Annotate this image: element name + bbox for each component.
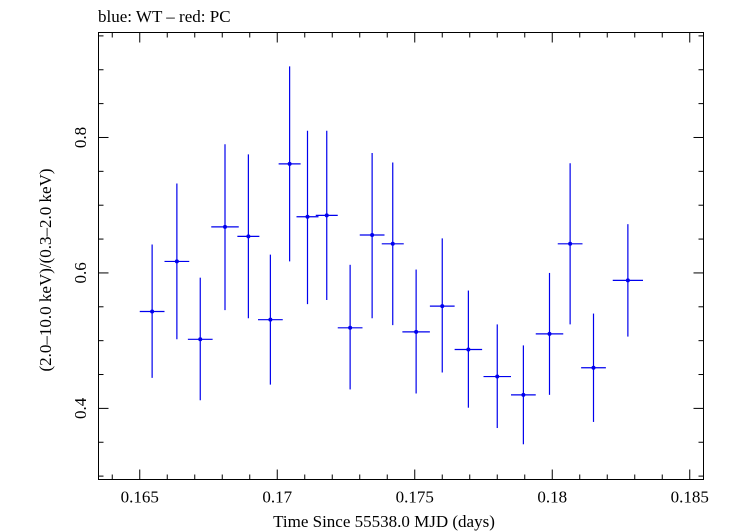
data-point bbox=[139, 244, 165, 378]
x-tick-label: 0.185 bbox=[671, 488, 709, 507]
point-marker bbox=[495, 374, 500, 379]
point-marker bbox=[198, 337, 203, 342]
data-series bbox=[139, 66, 643, 445]
data-point bbox=[612, 224, 643, 337]
point-marker bbox=[466, 347, 471, 352]
data-point bbox=[187, 277, 213, 401]
x-tick-label: 0.17 bbox=[262, 488, 292, 507]
axis-ticks bbox=[98, 32, 704, 480]
point-marker bbox=[568, 241, 573, 246]
data-point bbox=[483, 324, 511, 429]
point-marker bbox=[390, 241, 395, 246]
point-marker bbox=[324, 213, 329, 218]
x-tick-label: 0.165 bbox=[121, 488, 159, 507]
point-marker bbox=[287, 161, 292, 166]
data-point bbox=[337, 264, 363, 390]
data-point bbox=[557, 163, 583, 325]
point-marker bbox=[268, 317, 273, 322]
point-marker bbox=[370, 233, 375, 238]
point-marker bbox=[547, 331, 552, 336]
data-point bbox=[258, 254, 283, 385]
data-point bbox=[164, 183, 190, 340]
point-marker bbox=[414, 329, 419, 334]
data-point bbox=[454, 290, 483, 408]
y-tick-label: 0.8 bbox=[71, 127, 90, 148]
x-axis-label: Time Since 55538.0 MJD (days) bbox=[273, 512, 495, 531]
plot-frame bbox=[98, 32, 704, 480]
data-point bbox=[296, 130, 319, 305]
y-tick-label: 0.4 bbox=[71, 397, 90, 419]
point-marker bbox=[591, 365, 596, 370]
data-point bbox=[278, 66, 301, 262]
y-axis-label: (2.0–10.0 keV)/(0.3–2.0 keV) bbox=[36, 168, 55, 371]
data-point bbox=[237, 154, 260, 319]
x-tick-label: 0.175 bbox=[396, 488, 434, 507]
data-point bbox=[429, 238, 455, 373]
point-marker bbox=[440, 304, 445, 309]
data-point bbox=[211, 144, 239, 311]
chart-title: blue: WT – red: PC bbox=[98, 7, 231, 26]
point-marker bbox=[174, 259, 179, 264]
y-tick-label: 0.6 bbox=[71, 262, 90, 283]
point-marker bbox=[521, 392, 526, 397]
point-marker bbox=[223, 224, 227, 229]
data-point bbox=[315, 130, 338, 301]
data-point bbox=[402, 269, 430, 394]
point-marker bbox=[305, 214, 310, 219]
data-point bbox=[511, 345, 536, 445]
x-tick-label: 0.18 bbox=[537, 488, 567, 507]
data-point bbox=[535, 272, 564, 395]
point-marker bbox=[625, 278, 630, 283]
data-point bbox=[381, 162, 404, 326]
axis-tick-labels: 0.165 0.17 0.175 0.18 0.185 0.4 0.6 0.8 bbox=[71, 127, 709, 507]
point-marker bbox=[348, 325, 353, 330]
point-marker bbox=[150, 309, 155, 314]
data-point bbox=[359, 153, 385, 319]
data-point bbox=[581, 313, 606, 422]
point-marker bbox=[246, 234, 251, 239]
